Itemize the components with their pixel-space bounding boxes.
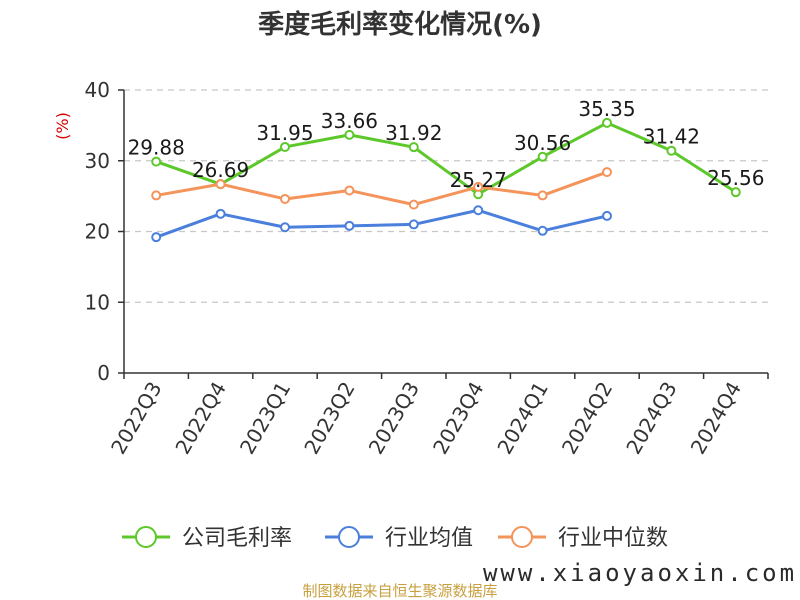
data-point <box>280 193 290 204</box>
data-point <box>602 210 612 221</box>
legend-label: 行业中位数 <box>558 526 668 551</box>
legend-label: 行业均值 <box>385 526 473 551</box>
series-lines <box>151 117 741 243</box>
data-point <box>408 142 419 153</box>
data-label: 29.88 <box>128 136 185 160</box>
data-point <box>280 141 290 152</box>
data-point <box>151 156 162 167</box>
data-label: 25.27 <box>450 168 507 192</box>
legend-label: 公司毛利率 <box>182 526 292 551</box>
data-point <box>280 222 290 233</box>
data-point <box>151 232 162 243</box>
data-point <box>473 181 484 192</box>
data-point <box>408 219 419 230</box>
data-label: 31.42 <box>643 125 700 149</box>
data-point <box>666 145 677 156</box>
y-tick-labels: 0 10 20 30 40 <box>85 78 110 385</box>
legend-marker <box>511 526 533 548</box>
axes <box>123 90 769 379</box>
x-tick-label: 2022Q4 <box>170 378 230 459</box>
x-tick-label: 2024Q4 <box>686 378 746 459</box>
data-point <box>473 205 484 216</box>
x-tick-label: 2023Q2 <box>299 378 359 459</box>
x-tick-label: 2024Q1 <box>492 378 552 459</box>
y-tick-label: 40 <box>85 78 110 102</box>
data-label: 26.69 <box>192 158 249 182</box>
data-point <box>602 167 612 178</box>
x-tick-label: 2023Q1 <box>235 378 295 459</box>
x-tick-label: 2023Q3 <box>364 378 424 459</box>
chart-title: 季度毛利率变化情况(%) <box>258 9 542 40</box>
y-tick-label: 10 <box>85 290 110 314</box>
data-label: 33.66 <box>321 109 378 133</box>
x-tick-label: 2022Q3 <box>106 378 166 459</box>
data-point <box>215 179 226 190</box>
data-point <box>215 208 226 219</box>
grid-lines <box>118 89 768 374</box>
data-point <box>408 199 419 210</box>
data-point <box>537 225 548 236</box>
y-tick-label: 30 <box>85 149 110 173</box>
series-line-2 <box>154 170 609 207</box>
data-point <box>537 190 548 201</box>
x-tick-label: 2023Q4 <box>428 378 488 459</box>
data-label: 31.95 <box>256 121 313 145</box>
x-tick-labels: 2022Q3 2022Q4 2023Q1 2023Q2 2023Q3 2023Q4 2024… <box>106 378 746 459</box>
data-point <box>344 185 355 196</box>
legend: 公司毛利率 行业均值 行业中位数 <box>122 526 668 551</box>
data-point <box>602 117 612 128</box>
data-point <box>151 190 162 201</box>
data-point <box>344 129 355 140</box>
data-label: 35.35 <box>578 97 635 121</box>
data-label: 31.92 <box>385 121 442 145</box>
data-label: 25.56 <box>707 166 764 190</box>
data-label: 30.56 <box>514 131 571 155</box>
y-axis-label: (%) <box>53 112 72 140</box>
y-tick-label: 0 <box>97 361 110 385</box>
series-line-1 <box>154 208 609 239</box>
legend-marker <box>338 526 360 548</box>
y-tick-label: 20 <box>85 220 110 244</box>
x-tick-label: 2024Q2 <box>557 378 617 459</box>
data-point <box>537 151 548 162</box>
x-tick-label: 2024Q3 <box>621 378 681 459</box>
data-labels: 29.88 26.69 31.95 33.66 31.92 25.27 30.56 35.35… <box>128 97 765 192</box>
legend-marker <box>135 526 157 548</box>
watermark: www.xiaoyaoxin.com <box>483 559 797 587</box>
series-line-0 <box>154 121 738 196</box>
source-note: 制图数据来自恒生聚源数据库 <box>302 582 497 600</box>
data-point <box>730 187 741 198</box>
data-point <box>344 220 355 231</box>
